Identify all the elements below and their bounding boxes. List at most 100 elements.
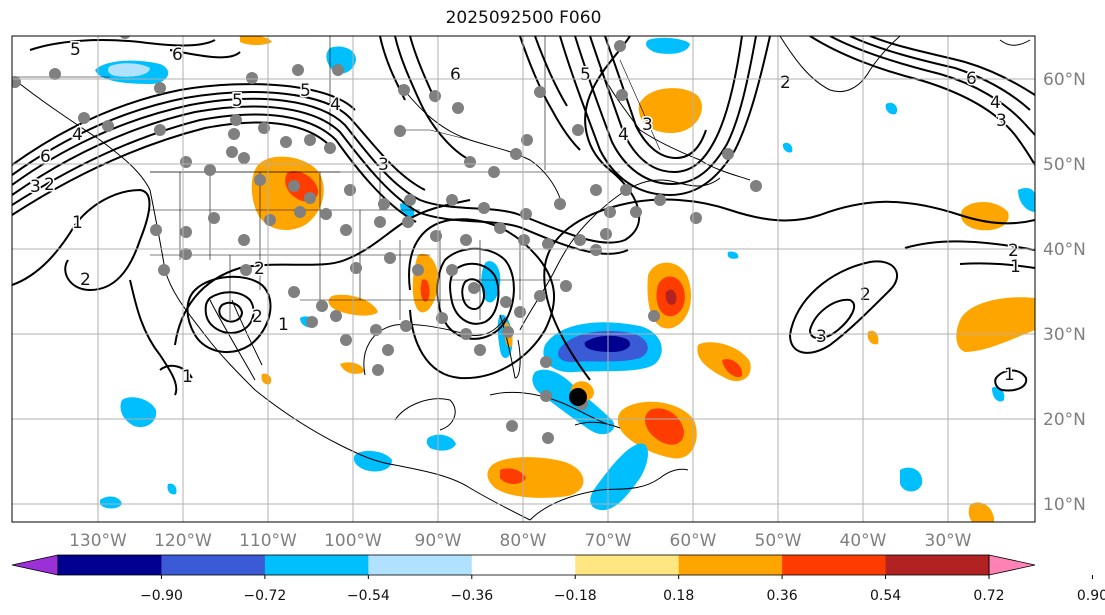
- station-marker: [590, 244, 602, 256]
- contour-label: 2: [1008, 241, 1019, 261]
- colorbar-tick-label: 0.54: [870, 588, 901, 604]
- lon-tick-label: 110°W: [239, 531, 297, 551]
- station-marker: [208, 212, 220, 224]
- lon-tick-label: 90°W: [415, 531, 462, 551]
- coast-new-england: [629, 177, 721, 189]
- station-marker: [370, 324, 382, 336]
- station-marker: [540, 390, 552, 402]
- colorbar-extend-high: [988, 554, 1036, 576]
- station-marker: [654, 194, 666, 206]
- grid-lines: [12, 36, 1035, 522]
- contour-east-ridge-3: [849, 36, 1031, 111]
- shade-blue-far-pacific: [100, 496, 122, 509]
- station-marker: [150, 224, 162, 236]
- contour-label: 6: [40, 147, 51, 167]
- station-marker: [630, 206, 642, 218]
- station-marker: [494, 222, 506, 234]
- station-marker: [180, 248, 192, 260]
- contour-label: 4: [618, 125, 629, 145]
- station-marker: [102, 120, 114, 132]
- station-marker: [446, 264, 458, 276]
- lon-tick-label: 130°W: [69, 531, 127, 551]
- station-marker: [154, 124, 166, 136]
- shade-darkred-mid-atlantic: [665, 289, 677, 305]
- shade-blue-east-atlantic-south: [900, 467, 923, 492]
- station-marker: [620, 184, 632, 196]
- coast-gulf-mexico: [363, 317, 506, 376]
- station-marker: [430, 230, 442, 242]
- station-marker: [436, 312, 448, 324]
- station-marker: [500, 296, 512, 308]
- colorbar-tick-label: 0.36: [767, 588, 798, 604]
- contour-north-5-6: [29, 39, 216, 51]
- station-marker: [294, 206, 306, 218]
- coast-central-america: [394, 464, 531, 521]
- contour-low-se-3: [461, 278, 486, 310]
- station-marker: [154, 82, 166, 94]
- station-marker: [542, 238, 554, 250]
- station-marker: [648, 310, 660, 322]
- station-marker: [49, 68, 61, 80]
- shade-orange-baja: [261, 373, 272, 385]
- shade-red-antilles: [644, 408, 684, 445]
- lon-tick-label: 30°W: [925, 531, 972, 551]
- contour-label: 5: [232, 91, 243, 111]
- shade-red-mississippi: [420, 279, 430, 302]
- station-marker: [254, 174, 266, 186]
- contour-east-ridge-4: [869, 36, 1035, 96]
- lat-tick-label: 30°N: [1043, 325, 1086, 345]
- contour-ridge-mid-2: [394, 36, 471, 161]
- station-marker: [474, 344, 486, 356]
- station-marker: [604, 206, 616, 218]
- storm-center-marker: [569, 388, 587, 406]
- contour-jet-west-4: [12, 121, 333, 216]
- station-marker: [288, 286, 300, 298]
- station-marker: [398, 84, 410, 96]
- station-marker: [690, 212, 702, 224]
- station-marker: [264, 214, 276, 226]
- contour-label: 2: [252, 307, 263, 327]
- contour-label: 2: [860, 285, 871, 305]
- station-marker: [446, 194, 458, 206]
- station-marker: [750, 180, 762, 192]
- lat-tick-label: 10°N: [1043, 495, 1086, 515]
- station-marker: [534, 290, 546, 302]
- contour-label: 6: [450, 65, 461, 85]
- map-title: 2025092500 F060: [445, 8, 602, 28]
- lon-tick-label: 120°W: [154, 531, 212, 551]
- lon-tick-label: 50°W: [755, 531, 802, 551]
- station-marker: [478, 202, 490, 214]
- colorbar-box: [678, 555, 783, 575]
- contour-north-atlantic-trough-3: [589, 36, 743, 174]
- contour-north-atlantic-trough-2: [574, 36, 757, 186]
- shade-red-caribbean: [500, 468, 526, 484]
- shade-orange-labrador: [638, 88, 702, 134]
- station-marker: [119, 36, 131, 39]
- station-marker: [226, 146, 238, 158]
- station-marker: [330, 310, 342, 322]
- station-marker: [542, 432, 554, 444]
- station-marker: [158, 264, 170, 276]
- station-marker: [460, 234, 472, 246]
- station-marker: [590, 184, 602, 196]
- station-marker: [280, 136, 292, 148]
- station-marker: [324, 142, 336, 154]
- contour-label: 3: [642, 115, 653, 135]
- contour-label: 3: [996, 111, 1007, 131]
- shade-lightblue-north-pacific: [107, 63, 150, 77]
- colorbar-box: [782, 555, 887, 575]
- station-marker: [384, 252, 396, 264]
- map-frame: [11, 35, 1036, 523]
- contour-atlantic-2: [904, 240, 1035, 251]
- colorbar-box: [575, 555, 680, 575]
- contour-label: 1: [1004, 365, 1015, 385]
- station-marker: [382, 344, 394, 356]
- station-marker: [574, 234, 586, 246]
- shaded-fields: [95, 36, 1035, 522]
- shade-blue-hudson-top: [646, 37, 690, 54]
- shade-blue-newfoundland: [782, 142, 793, 153]
- contour-jet-west-5: [12, 91, 426, 191]
- station-marker: [400, 320, 412, 332]
- coast-yucatan: [394, 398, 456, 431]
- station-marker: [412, 264, 424, 276]
